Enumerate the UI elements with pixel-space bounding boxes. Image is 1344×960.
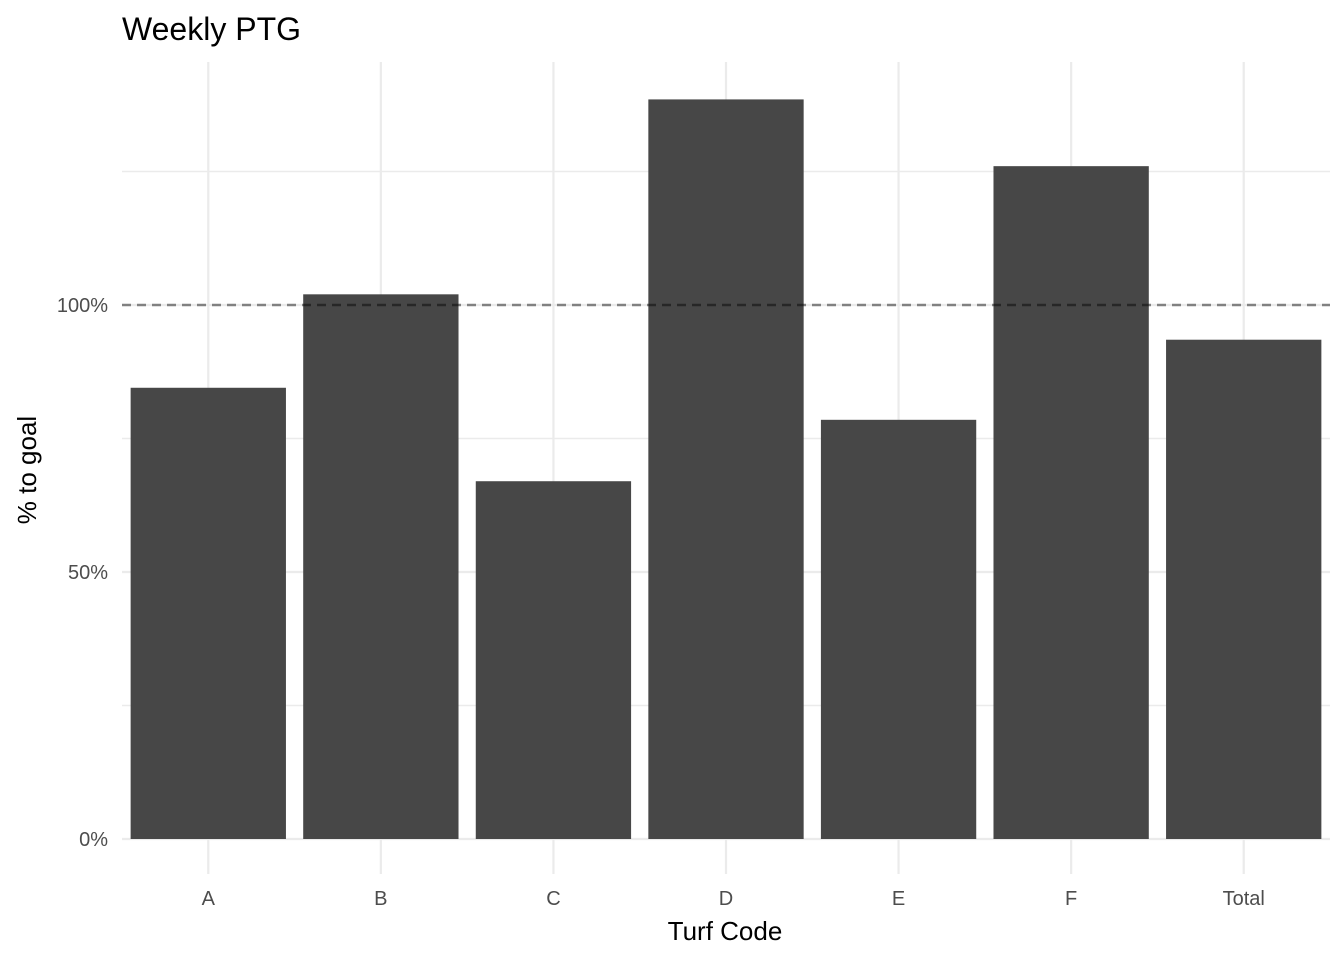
x-axis-title: Turf Code [668,916,783,946]
x-tick-label: Total [1223,888,1265,910]
x-tick-label: F [1065,888,1077,910]
x-tick-label: B [374,888,387,910]
chart-title: Weekly PTG [122,11,301,47]
y-tick-label: 50% [68,562,108,584]
bar-a [130,387,286,839]
bar-c [475,481,632,839]
x-tick-label: D [719,888,733,910]
y-tick-label: 0% [79,829,108,851]
x-tick-label: E [892,888,905,910]
y-axis-title: % to goal [12,416,42,524]
y-tick-labels: 0% 50% 100% [57,295,108,851]
x-tick-labels: A B C D E F Total [202,888,1265,910]
y-tick-label: 100% [57,295,108,317]
bar-d [648,99,804,839]
bar-e [820,419,977,839]
bar-total [1166,339,1322,839]
bar-b [303,294,459,839]
bars [130,99,1322,839]
bar-f [993,166,1149,839]
x-tick-label: A [202,888,216,910]
x-tick-label: C [546,888,560,910]
